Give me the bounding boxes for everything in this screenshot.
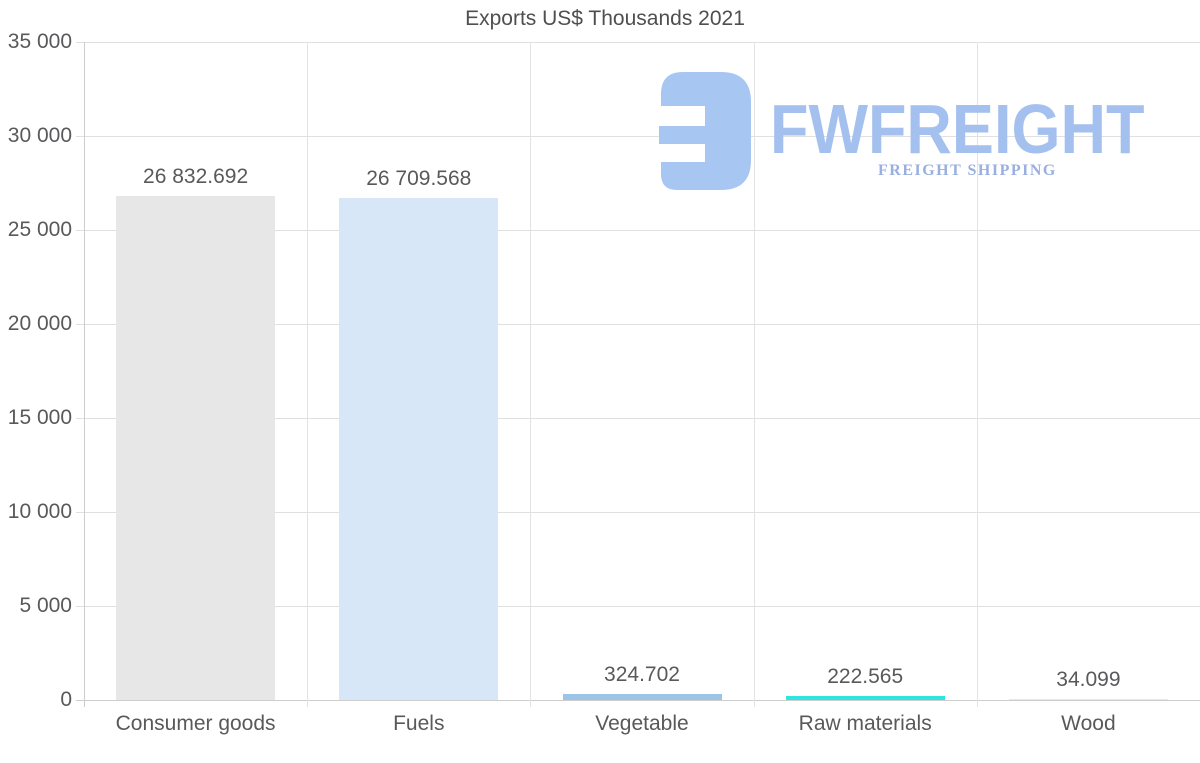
x-axis-category-label-wood: Wood — [1061, 712, 1116, 735]
bar-value-label-wood: 34.099 — [1056, 668, 1121, 692]
y-axis-tick-label: 30 000 — [7, 124, 72, 147]
bar-vegetable — [562, 693, 722, 700]
gridline-horizontal — [76, 324, 1200, 325]
bar-value-label-consumer-goods: 26 832.692 — [143, 164, 249, 188]
x-axis-category-label-vegetable: Vegetable — [595, 712, 689, 735]
bar-wood — [1008, 699, 1168, 700]
x-axis-category-label-fuels: Fuels — [393, 712, 445, 735]
y-axis-tick-label: 5 000 — [19, 594, 72, 617]
bar-raw-materials — [785, 695, 945, 700]
gridline-horizontal — [76, 42, 1200, 43]
logo-brand-text: FWFREIGHT — [770, 90, 1145, 168]
bar-value-label-fuels: 26 709.568 — [366, 166, 472, 190]
fwfreight-watermark: FWFREIGHT FREIGHT SHIPPING — [646, 70, 1166, 190]
x-axis-category-label-raw-materials: Raw materials — [798, 712, 932, 735]
gridline-horizontal — [76, 136, 1200, 137]
bar-fuels — [339, 197, 499, 700]
gridline-horizontal — [76, 606, 1200, 607]
y-axis-tick-label: 20 000 — [7, 312, 72, 335]
bar-value-label-raw-materials: 222.565 — [827, 664, 904, 688]
gridline-horizontal — [76, 700, 1200, 701]
gridline-horizontal — [76, 418, 1200, 419]
bar-value-label-vegetable: 324.702 — [604, 662, 680, 686]
y-axis-tick-label: 0 — [60, 688, 72, 711]
gridline-vertical — [530, 42, 532, 707]
y-axis-tick-label: 10 000 — [7, 500, 72, 523]
gridline-vertical — [753, 42, 755, 707]
fwfreight-logo-icon — [659, 72, 751, 190]
y-axis-line — [84, 42, 85, 707]
gridline-vertical — [307, 42, 309, 707]
gridline-horizontal — [76, 512, 1200, 513]
y-axis-tick-label: 25 000 — [7, 218, 72, 241]
gridline-vertical — [976, 42, 978, 707]
logo-tagline-text: FREIGHT SHIPPING — [878, 162, 1057, 179]
chart-title: Exports US$ Thousands 2021 — [465, 7, 745, 30]
x-axis-category-label-consumer-goods: Consumer goods — [115, 712, 276, 735]
gridline-horizontal — [76, 230, 1200, 231]
y-axis-tick-label: 35 000 — [7, 30, 72, 53]
y-axis-tick-label: 15 000 — [7, 406, 72, 429]
bar-consumer-goods — [116, 195, 276, 700]
